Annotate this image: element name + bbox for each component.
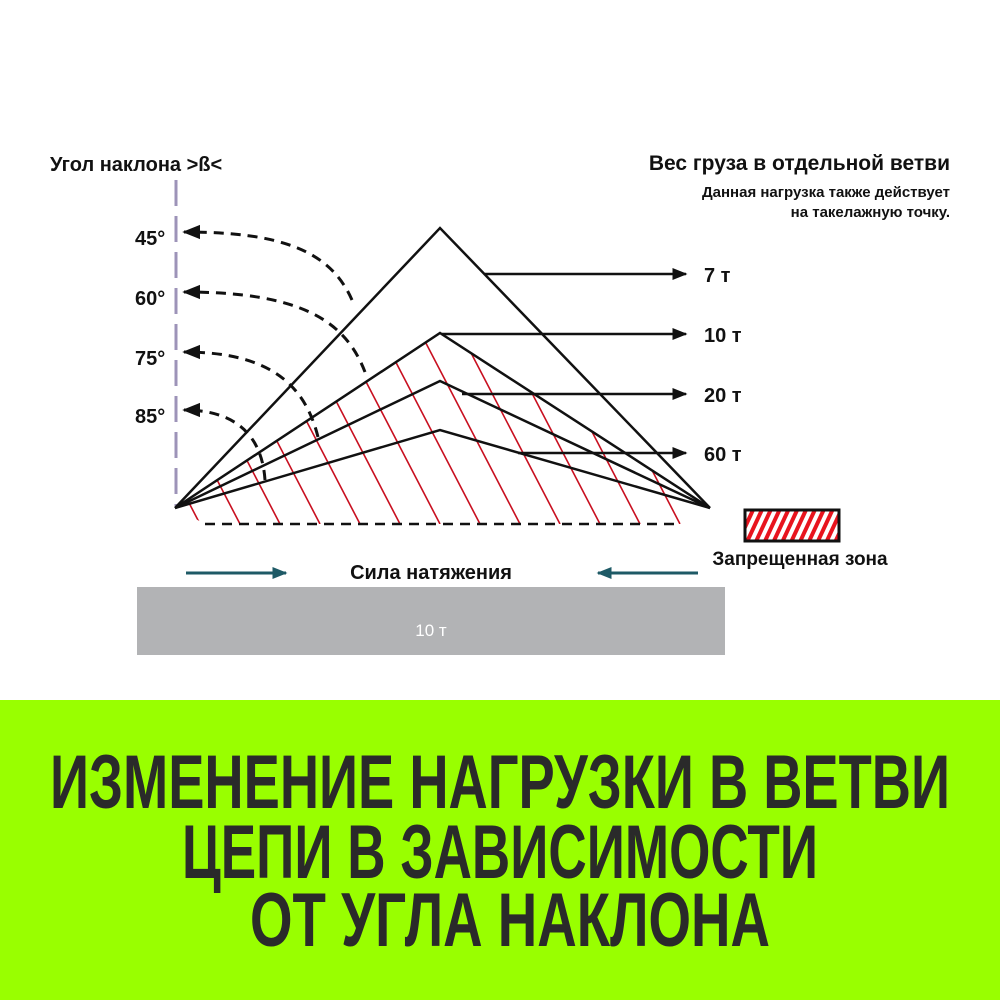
angle-axis-title: Угол наклона >ß< (50, 154, 222, 176)
banner-title-line2: ЦЕПИ В ЗАВИСИМОСТИ (182, 810, 818, 895)
title-banner (0, 700, 1000, 1000)
load-label-20: 20 т (704, 385, 742, 407)
load-label-60: 60 т (704, 444, 742, 466)
chain-60 (174, 331, 711, 510)
banner-title-line1: ИЗМЕНЕНИЕ НАГРУЗКИ В ВЕТВИ (50, 740, 950, 825)
load-bar (137, 587, 725, 655)
load-label-10: 10 т (704, 325, 742, 347)
angle-label-60: 60° (135, 288, 165, 310)
forbidden-zone-swatch (743, 508, 841, 543)
angle-label-85: 85° (135, 406, 165, 428)
banner-title-line3: ОТ УГЛА НАКЛОНА (250, 878, 770, 963)
angle-label-75: 75° (135, 348, 165, 370)
chain-85 (174, 428, 711, 510)
load-note-line1: Данная нагрузка также действует (702, 184, 950, 201)
load-label-7: 7 т (704, 265, 731, 287)
angle-arc-60 (182, 284, 367, 373)
forbidden-zone-label: Запрещенная зона (712, 549, 888, 570)
tension-label: Сила натяжения (350, 562, 512, 584)
angle-arc-75 (182, 344, 320, 438)
chain-45 (174, 226, 711, 509)
angle-arc-45 (182, 224, 354, 301)
angle-label-45: 45° (135, 228, 165, 250)
angle-arc-85 (182, 402, 267, 481)
load-bar-label: 10 т (415, 621, 447, 640)
load-note-line2: на такелажную точку. (791, 204, 950, 221)
load-title: Вес груза в отдельной ветви (649, 152, 950, 175)
chain-75 (174, 379, 711, 510)
